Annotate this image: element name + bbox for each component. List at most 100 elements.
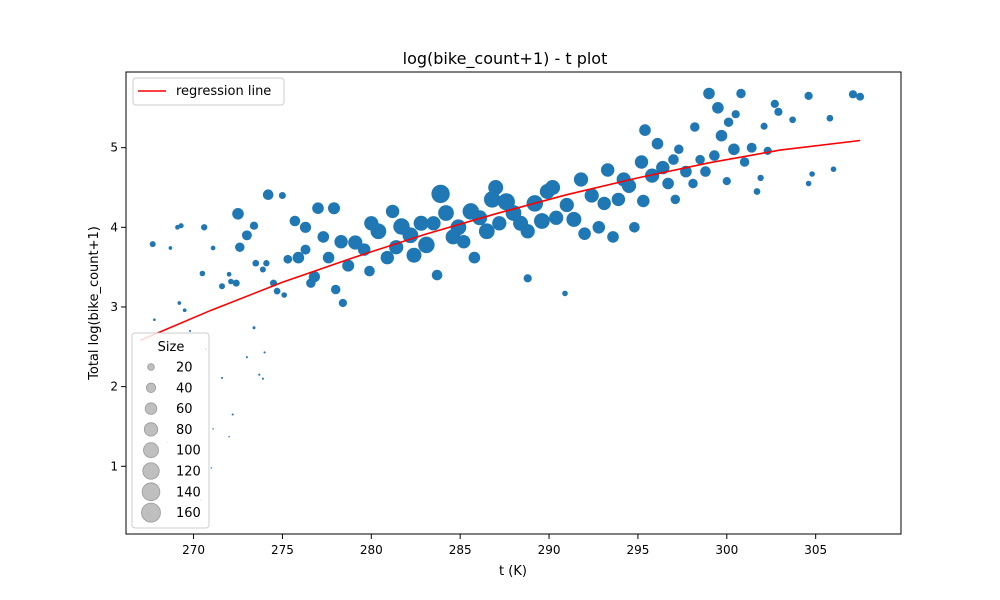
scatter-point: [322, 251, 335, 264]
size-legend-marker: [141, 482, 161, 502]
size-legend-marker: [145, 382, 157, 393]
scatter-point: [573, 172, 589, 187]
scatter-point: [219, 283, 225, 290]
size-legend: Size 20 40 60 80 100 120 140 160: [131, 332, 210, 529]
scatter-point: [722, 176, 731, 186]
scatter-point: [188, 329, 192, 332]
scatter-point: [380, 250, 395, 265]
scatter-point: [317, 231, 330, 243]
scatter-point: [220, 376, 224, 379]
scatter-point: [662, 177, 674, 190]
scatter-point: [763, 146, 772, 156]
scatter-point: [562, 290, 568, 297]
scatter-point: [385, 204, 400, 219]
scatter-point: [402, 227, 419, 244]
line-legend-box: [132, 77, 285, 106]
scatter-point: [523, 274, 532, 283]
scatter-point: [228, 436, 230, 438]
x-tick-label: 295: [626, 543, 649, 557]
scatter-point: [201, 224, 208, 231]
scatter-point: [760, 122, 768, 130]
scatter-point: [629, 222, 640, 233]
scatter-point: [637, 194, 650, 208]
scatter-point: [746, 142, 757, 153]
line-legend-label: regression line: [176, 84, 271, 99]
scatter-point: [703, 87, 715, 100]
scatter-point: [258, 373, 261, 376]
scatter-point: [826, 114, 834, 122]
scatter-point: [656, 160, 670, 175]
scatter-point: [478, 223, 495, 240]
scatter-point: [584, 188, 599, 203]
size-legend-label: 120: [176, 465, 201, 480]
scatter-point: [348, 235, 363, 250]
y-tick-label: 3: [110, 300, 118, 314]
scatter-point: [468, 251, 481, 264]
scatter-point: [483, 191, 501, 208]
scatter-point: [805, 180, 812, 187]
y-axis: 1 2 3 4 5: [110, 141, 126, 473]
x-tick-label: 275: [271, 543, 294, 557]
scatter-point: [241, 230, 252, 241]
scatter-point: [231, 413, 234, 416]
y-tick-label: 1: [110, 459, 118, 473]
size-legend-label: 60: [176, 402, 193, 417]
size-legend-marker: [147, 363, 155, 371]
scatter-point: [299, 221, 312, 233]
scatter-point: [182, 308, 187, 313]
y-tick-label: 2: [110, 380, 118, 394]
scatter-point: [709, 150, 720, 161]
scatter-point: [232, 279, 240, 287]
size-legend-marker: [142, 462, 160, 480]
size-legend-marker: [144, 402, 158, 415]
scatter-point: [228, 278, 234, 285]
scatter-point: [289, 215, 301, 227]
scatter-point: [770, 99, 779, 109]
y-axis-label: Total log(bike_count+1): [87, 226, 102, 381]
chart-title: log(bike_count+1) - t plot: [403, 49, 608, 69]
scatter-point: [406, 247, 422, 263]
scatter-point: [252, 259, 260, 267]
scatter-point: [168, 246, 173, 250]
scatter-point: [456, 234, 471, 249]
scatter-point: [789, 116, 796, 124]
x-tick-label: 280: [360, 543, 383, 557]
x-tick-label: 290: [538, 543, 561, 557]
scatter-point: [263, 351, 266, 354]
scatter-point: [690, 122, 700, 132]
x-tick-label: 270: [182, 543, 205, 557]
scatter-point: [426, 216, 441, 231]
scatter-point: [450, 219, 467, 236]
regression-line: [139, 139, 861, 342]
line-legend: regression line: [132, 77, 285, 106]
scatter-point: [370, 223, 387, 240]
scatter-point: [342, 259, 355, 272]
scatter-point: [252, 326, 256, 330]
scatter-point: [739, 157, 750, 167]
size-legend-label: 140: [176, 485, 201, 500]
scatter-point: [281, 292, 288, 298]
scatter-point: [668, 154, 679, 165]
size-legend-marker: [141, 502, 161, 523]
scatter-point: [149, 241, 156, 248]
scatter-point: [607, 231, 619, 243]
plot-area: [139, 87, 865, 501]
size-legend-label: 100: [176, 444, 201, 459]
scatter-point: [312, 202, 324, 215]
scatter-point: [413, 215, 429, 231]
size-legend-marker: [143, 442, 159, 459]
scatter-point: [249, 221, 259, 230]
scatter-point: [534, 213, 550, 229]
scatter-point: [804, 91, 813, 101]
scatter-point: [723, 117, 734, 127]
scatter-point: [431, 269, 443, 281]
scatter-point: [292, 251, 305, 264]
scatter-point: [210, 467, 213, 469]
size-legend-label: 160: [176, 506, 201, 521]
scatter-point: [283, 254, 293, 264]
scatter-point: [520, 224, 535, 239]
scatter-point: [492, 216, 507, 231]
scatter-point: [153, 318, 156, 322]
y-tick-label: 5: [110, 141, 118, 155]
